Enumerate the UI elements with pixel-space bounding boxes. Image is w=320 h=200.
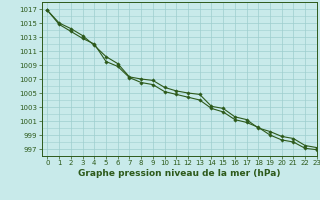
X-axis label: Graphe pression niveau de la mer (hPa): Graphe pression niveau de la mer (hPa) [78,169,280,178]
